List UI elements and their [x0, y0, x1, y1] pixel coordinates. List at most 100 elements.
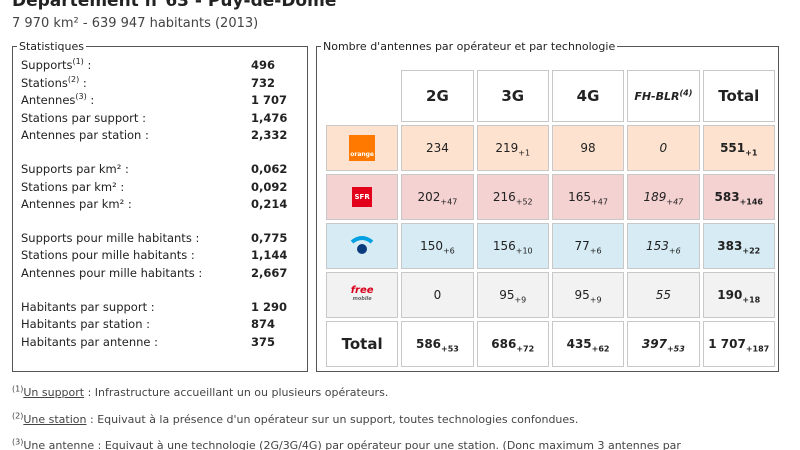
cell-delta: +9	[589, 295, 602, 305]
stats-value: 874	[251, 317, 276, 332]
column-header: 4G	[551, 70, 625, 122]
cell-value: 383	[717, 239, 743, 253]
operator-row: free mobile 0 95+9 95+9 55 190+18	[326, 272, 775, 318]
cell-delta: +6	[589, 246, 602, 256]
subtitle: 7 970 km² - 639 947 habitants (2013)	[12, 16, 259, 31]
cell-value: 0	[659, 141, 668, 155]
cell-value: 397	[641, 337, 667, 351]
data-cell: 150+6	[401, 223, 474, 269]
stats-row: Habitants par support : 1 290	[21, 299, 307, 317]
stats-row: Stations par km² : 0,092	[21, 179, 307, 197]
cell-delta: +146	[739, 197, 763, 207]
cell-value: 586	[415, 337, 442, 351]
stats-value: 1 707	[251, 93, 288, 108]
data-cell: 0	[401, 272, 474, 318]
stats-label-tail: :	[79, 75, 87, 90]
operator-logo-cell: free mobile	[326, 272, 399, 318]
footnote: (2)Une station : Equivaut à la présence …	[12, 411, 578, 426]
cell-delta: +187	[745, 344, 770, 354]
footnote-text: : Infrastructure accueillant un ou plusi…	[84, 386, 389, 399]
cell-value: 150	[420, 239, 443, 253]
stats-group: Habitants par support :1 290 Habitants pa…	[13, 299, 307, 352]
data-cell: 0	[627, 125, 700, 171]
cell-value: 190	[717, 288, 743, 302]
total-cell: 397+53	[627, 321, 700, 367]
logo-text: free	[350, 285, 374, 296]
footnote: (1)Un support : Infrastructure accueilla…	[12, 385, 389, 399]
column-header: 3G	[476, 70, 549, 122]
note-ref: (3)	[12, 437, 24, 447]
stats-legend: Statistiques	[19, 40, 84, 53]
logo-text: orange	[350, 151, 374, 158]
cell-value: 95	[574, 288, 590, 302]
total-cell: 586+53	[401, 321, 474, 367]
stats-value: 496	[251, 58, 276, 72]
cell-delta: +72	[516, 344, 535, 354]
cell-delta: +47	[591, 197, 608, 207]
operator-row: orange 234 219+1 98 0 551+1	[326, 125, 775, 171]
antenna-box: Nombre d'antennes par opérateur et par t…	[316, 40, 779, 372]
note-ref: (2)	[67, 74, 80, 84]
cell-value: 156	[492, 239, 516, 253]
stats-value: 732	[251, 75, 276, 90]
stats-row: Habitants par antenne : 375	[21, 334, 307, 352]
logo-subtext: mobile	[352, 296, 372, 302]
footnote-text: : Equivaut à une technologie (2G/3G/4G) …	[94, 439, 681, 450]
cell-value: 583	[714, 190, 740, 204]
data-cell: 202+47	[401, 174, 474, 220]
column-header: 2G	[401, 70, 474, 122]
cell-value: 0	[433, 288, 442, 302]
operator-logo-cell: orange	[326, 125, 399, 171]
footnote-term: Une station	[23, 412, 87, 426]
total-cell: 435+62	[551, 321, 625, 367]
stats-row: Supports(1) : 496	[21, 57, 307, 75]
cell-delta: +22	[742, 246, 761, 256]
operator-row: 150+6 156+10 77+6 153+6 383+22	[326, 223, 775, 269]
stats-value: 0,062	[251, 161, 288, 176]
stats-value: 1,144	[251, 248, 288, 263]
cell-value: 153	[646, 239, 669, 253]
stats-label-tail: :	[86, 93, 95, 108]
footnote-term: Un support	[23, 386, 85, 399]
stats-row: Stations(2) : 732	[21, 75, 307, 93]
antenna-table: 2G 3G 4G FH-BLR(4) Total orange 234 219+1 98 0 551…	[323, 67, 778, 370]
stats-value: 2,667	[251, 265, 288, 280]
cell-value: 95	[499, 288, 515, 302]
stats-label: Habitants par station :	[21, 317, 151, 332]
stats-value: 2,332	[251, 128, 288, 143]
stats-row: Stations par support : 1,476	[21, 110, 307, 128]
operator-logo: orange	[349, 135, 376, 161]
stats-label: Antennes	[21, 93, 76, 108]
total-cell: 686+72	[476, 321, 549, 367]
note-ref: (3)	[75, 92, 87, 102]
data-cell: 156+10	[476, 223, 549, 269]
data-cell: 95+9	[476, 272, 549, 318]
stats-value: 1,476	[251, 110, 288, 125]
data-cell: 95+9	[551, 272, 625, 318]
stats-value: 375	[251, 334, 276, 349]
column-header: FH-BLR(4)	[627, 70, 700, 122]
stats-value: 0,092	[251, 179, 288, 194]
stats-row: Supports par km² : 0,062	[21, 161, 307, 179]
antenna-legend: Nombre d'antennes par opérateur et par t…	[323, 40, 616, 53]
cell-delta: +6	[442, 246, 455, 256]
operator-logo: free mobile	[351, 286, 374, 304]
stats-row: Antennes par km² : 0,214	[21, 196, 307, 214]
cell-value: 77	[574, 239, 590, 253]
data-cell: 153+6	[627, 223, 700, 269]
cell-value: 202	[417, 190, 441, 204]
cell-value: 551	[720, 141, 746, 155]
stats-label-tail: :	[83, 58, 92, 72]
stats-label: Stations par km² :	[21, 179, 125, 194]
note-ref: (4)	[679, 87, 693, 97]
cell-delta: +62	[591, 344, 610, 354]
total-label: Total	[326, 321, 399, 367]
cell-value: 686	[491, 337, 517, 351]
stats-label: Antennes par station :	[21, 128, 149, 143]
operator-logo	[349, 234, 375, 259]
stats-group: Supports(1) : 496 Stations(2) : 732 Antennes…	[13, 57, 307, 145]
stats-row: Habitants par station : 874	[21, 316, 307, 334]
data-cell: 383+22	[702, 223, 775, 269]
cell-delta: +47	[440, 197, 458, 207]
header-row: 2G 3G 4G FH-BLR(4) Total	[326, 70, 775, 122]
